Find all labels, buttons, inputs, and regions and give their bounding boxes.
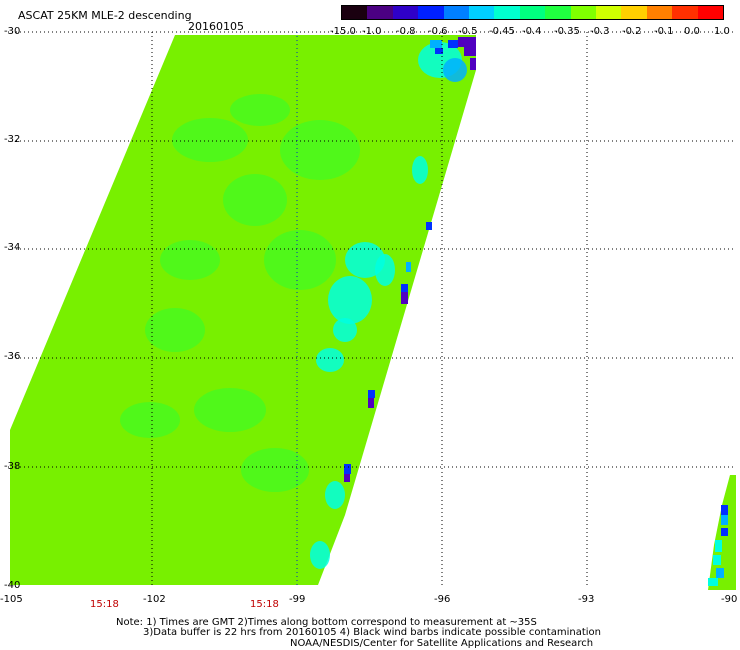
wind-pixel: [406, 262, 411, 272]
colorbar-swatch: [342, 6, 368, 19]
colorbar-swatch: [392, 6, 419, 19]
wind-patch: [160, 240, 220, 280]
colorbar: [341, 5, 724, 20]
wind-patch: [333, 318, 357, 342]
colorbar-swatch: [596, 6, 622, 19]
wind-patch: [230, 94, 290, 126]
time-label: 15:18: [250, 599, 279, 610]
wind-patch: [316, 348, 344, 372]
colorbar-swatch: [545, 6, 571, 19]
colorbar-label: 0.0: [684, 26, 700, 37]
colorbar-swatch: [570, 6, 597, 19]
wind-pixel: [715, 540, 722, 552]
lat-label: -40: [4, 580, 21, 591]
wind-pixel: [458, 37, 476, 47]
lat-label: -30: [4, 26, 21, 37]
wind-patch: [375, 254, 395, 286]
colorbar-label: -0.6: [428, 26, 448, 37]
map-date: 20160105: [188, 20, 244, 33]
colorbar-swatch: [469, 6, 495, 19]
colorbar-label: -0.1: [654, 26, 674, 37]
colorbar-label: -0.2: [622, 26, 642, 37]
wind-pixel: [344, 464, 351, 474]
wind-patch: [172, 118, 248, 162]
colorbar-swatch: [418, 6, 444, 19]
wind-pixel: [708, 578, 718, 586]
wind-pixel: [435, 48, 443, 54]
colorbar-swatch: [367, 6, 393, 19]
colorbar-label: -0.4: [522, 26, 542, 37]
wind-pixel: [464, 46, 476, 56]
map-title: ASCAT 25KM MLE-2 descending: [18, 9, 192, 22]
colorbar-label: -0.35: [554, 26, 580, 37]
wind-pixel: [716, 568, 724, 578]
wind-patch: [194, 388, 266, 432]
lat-label: -34: [4, 242, 21, 253]
colorbar-label: -0.5: [458, 26, 478, 37]
wind-pixel: [344, 474, 350, 482]
wind-pixel: [448, 40, 458, 48]
lon-label: -105: [0, 594, 23, 605]
wind-pixel: [713, 555, 721, 565]
wind-pixel: [368, 398, 374, 408]
wind-patch: [443, 58, 467, 82]
colorbar-swatch: [621, 6, 647, 19]
colorbar-swatch: [672, 6, 698, 19]
colorbar-label: -0.8: [396, 26, 416, 37]
wind-pixel: [368, 390, 375, 398]
wind-patch: [241, 448, 309, 492]
wind-patch: [280, 120, 360, 180]
wind-patch: [223, 174, 287, 226]
lon-label: -96: [434, 594, 451, 605]
colorbar-label: -0.3: [590, 26, 610, 37]
wind-patch: [325, 481, 345, 509]
lon-label: -99: [289, 594, 306, 605]
satellite-swath: [10, 35, 476, 585]
lat-label: -36: [4, 351, 21, 362]
note-line: Note: 1) Times are GMT 2)Times along bot…: [116, 617, 537, 628]
lon-label: -102: [143, 594, 166, 605]
time-label: 15:18: [90, 599, 119, 610]
colorbar-swatch: [646, 6, 673, 19]
lon-label: -93: [578, 594, 595, 605]
wind-pixel: [470, 58, 476, 70]
colorbar-swatch: [494, 6, 520, 19]
colorbar-label: -0.45: [489, 26, 515, 37]
colorbar-label: -1.0: [362, 26, 382, 37]
colorbar-swatch: [697, 6, 724, 19]
note-line: NOAA/NESDIS/Center for Satellite Applica…: [290, 638, 594, 649]
wind-patch: [412, 156, 428, 184]
wind-pixel: [401, 284, 408, 292]
lat-label: -32: [4, 134, 21, 145]
note-line: 3)Data buffer is 22 hrs from 20160105 4)…: [143, 627, 601, 638]
wind-patch: [328, 276, 372, 324]
wind-pixel: [401, 292, 408, 304]
wind-patch: [120, 402, 180, 438]
wind-pixel: [721, 505, 728, 515]
wind-pixel: [430, 40, 442, 48]
wind-pixel: [721, 515, 728, 525]
wind-patch: [264, 230, 336, 290]
wind-pixel: [721, 528, 728, 536]
lat-label: -38: [4, 461, 21, 472]
colorbar-swatch: [443, 6, 470, 19]
lon-label: -90: [721, 594, 738, 605]
colorbar-label: 1.0: [714, 26, 730, 37]
wind-patch: [345, 242, 385, 278]
wind-patch: [310, 541, 330, 569]
colorbar-label: -15.0: [330, 26, 356, 37]
wind-pixel: [426, 222, 432, 230]
wind-patch: [145, 308, 205, 352]
colorbar-swatch: [519, 6, 546, 19]
